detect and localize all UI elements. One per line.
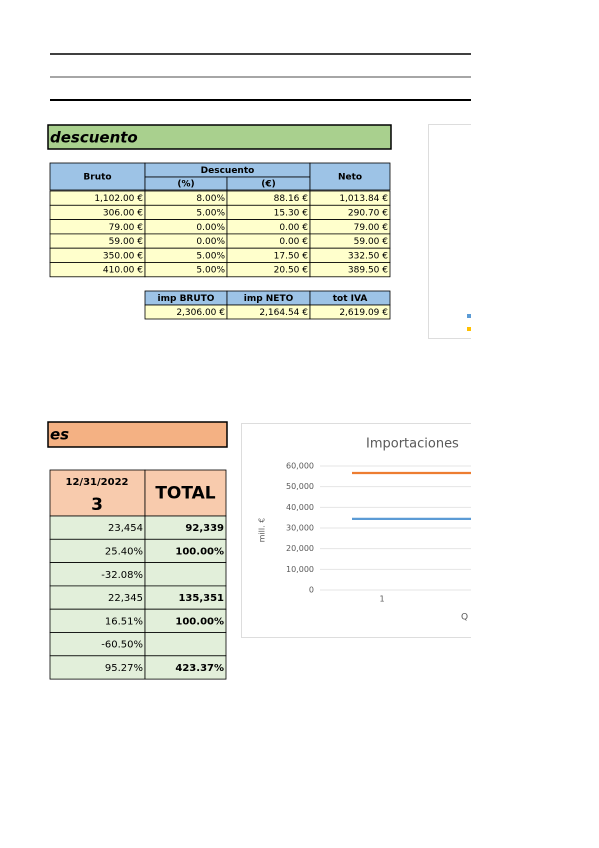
- chart-frame: [241, 423, 471, 638]
- cell-text: 306.00 €: [103, 208, 143, 218]
- x-axis-title: Q: [461, 613, 468, 623]
- cell-text: 0.00 €: [279, 223, 308, 233]
- cell-text: 332.50 €: [348, 251, 388, 261]
- section-header: [47, 421, 228, 448]
- cell: [309, 162, 391, 191]
- cell-text: 290.70 €: [348, 208, 388, 218]
- y-axis-label: mill. €: [258, 518, 267, 543]
- cell-text: Neto: [338, 173, 362, 183]
- cell-text: -60.50%: [101, 640, 143, 651]
- y-tick-label: 60,000: [286, 462, 314, 471]
- cell-text: 8.00%: [196, 194, 225, 204]
- y-tick-label: 0: [309, 586, 314, 595]
- cell-text: 25.40%: [105, 546, 143, 557]
- cell-text: 92,339: [185, 523, 224, 534]
- cell-text: 2,306.00 €: [176, 308, 225, 318]
- chart: Importaciones 0 10,000 20,000 30,000 40,000 50…: [241, 423, 471, 638]
- x-tick-label: 1: [379, 595, 384, 604]
- cell-text: 0.00%: [196, 237, 225, 247]
- cell-text: -32.08%: [101, 570, 143, 581]
- cell-text: 22,345: [108, 593, 143, 604]
- cell-text: imp BRUTO: [158, 294, 215, 304]
- cell-text: 17.50 €: [274, 251, 309, 261]
- cell-text: 410.00 €: [103, 266, 143, 276]
- cell-text: (%): [177, 180, 194, 190]
- legend-swatch: [467, 327, 471, 331]
- cell-text: 2,164.54 €: [259, 308, 308, 318]
- cell-text: 12/31/2022: [66, 477, 129, 488]
- cell-text: 100.00%: [175, 616, 224, 627]
- cell: [49, 469, 146, 517]
- y-tick-label: 30,000: [286, 524, 314, 533]
- cell-text: 5.00%: [196, 266, 225, 276]
- cell-text: 15.30 €: [274, 208, 309, 218]
- cell-text: 100.00%: [175, 546, 224, 557]
- cell-text: 350.00 €: [103, 251, 143, 261]
- cell-text: 5.00%: [196, 208, 225, 218]
- cell-text: imp NETO: [244, 294, 294, 304]
- cell-text: (€): [261, 180, 276, 190]
- section-title: es: [50, 426, 69, 444]
- cell: [309, 262, 391, 278]
- cell-text: 3: [91, 495, 103, 515]
- y-tick-label: 50,000: [286, 482, 314, 491]
- cell-text: TOTAL: [155, 484, 215, 504]
- cell: [144, 562, 227, 587]
- cell: [49, 162, 146, 191]
- cell-text: 59.00 €: [109, 237, 144, 247]
- cell-text: 79.00 €: [354, 223, 389, 233]
- cell-text: 59.00 €: [354, 237, 389, 247]
- cell-text: 0.00 €: [279, 237, 308, 247]
- cell-text: 88.16 €: [274, 194, 309, 204]
- cell-text: 389.50 €: [348, 266, 388, 276]
- y-tick-label: 10,000: [286, 565, 314, 574]
- chart-frame: [428, 124, 471, 339]
- cell-text: 135,351: [178, 593, 224, 604]
- cell-text: tot IVA: [333, 294, 368, 304]
- y-tick-label: 20,000: [286, 544, 314, 553]
- cell-text: 0.00%: [196, 223, 225, 233]
- section-title: descuento: [50, 129, 138, 147]
- cell: [144, 632, 227, 657]
- cell-text: 1,102.00 €: [94, 194, 143, 204]
- section-header: [47, 124, 392, 150]
- cell-text: 423.37%: [175, 663, 224, 674]
- cell-text: 16.51%: [105, 616, 143, 627]
- cell-text: 23,454: [108, 523, 143, 534]
- cell: [144, 655, 227, 680]
- cell-text: 1,013.84 €: [339, 194, 388, 204]
- cell: [309, 304, 391, 320]
- cell-text: 20.50 €: [274, 266, 309, 276]
- chart-title: Importaciones: [366, 437, 459, 452]
- cell-text: 79.00 €: [109, 223, 144, 233]
- cell-text: 5.00%: [196, 251, 225, 261]
- legend-swatch: [467, 314, 471, 318]
- cell-text: 95.27%: [105, 663, 143, 674]
- y-tick-label: 40,000: [286, 503, 314, 512]
- cell-text: Bruto: [83, 173, 111, 183]
- cell-text: 2,619.09 €: [339, 308, 388, 318]
- cell-text: Descuento: [201, 166, 255, 176]
